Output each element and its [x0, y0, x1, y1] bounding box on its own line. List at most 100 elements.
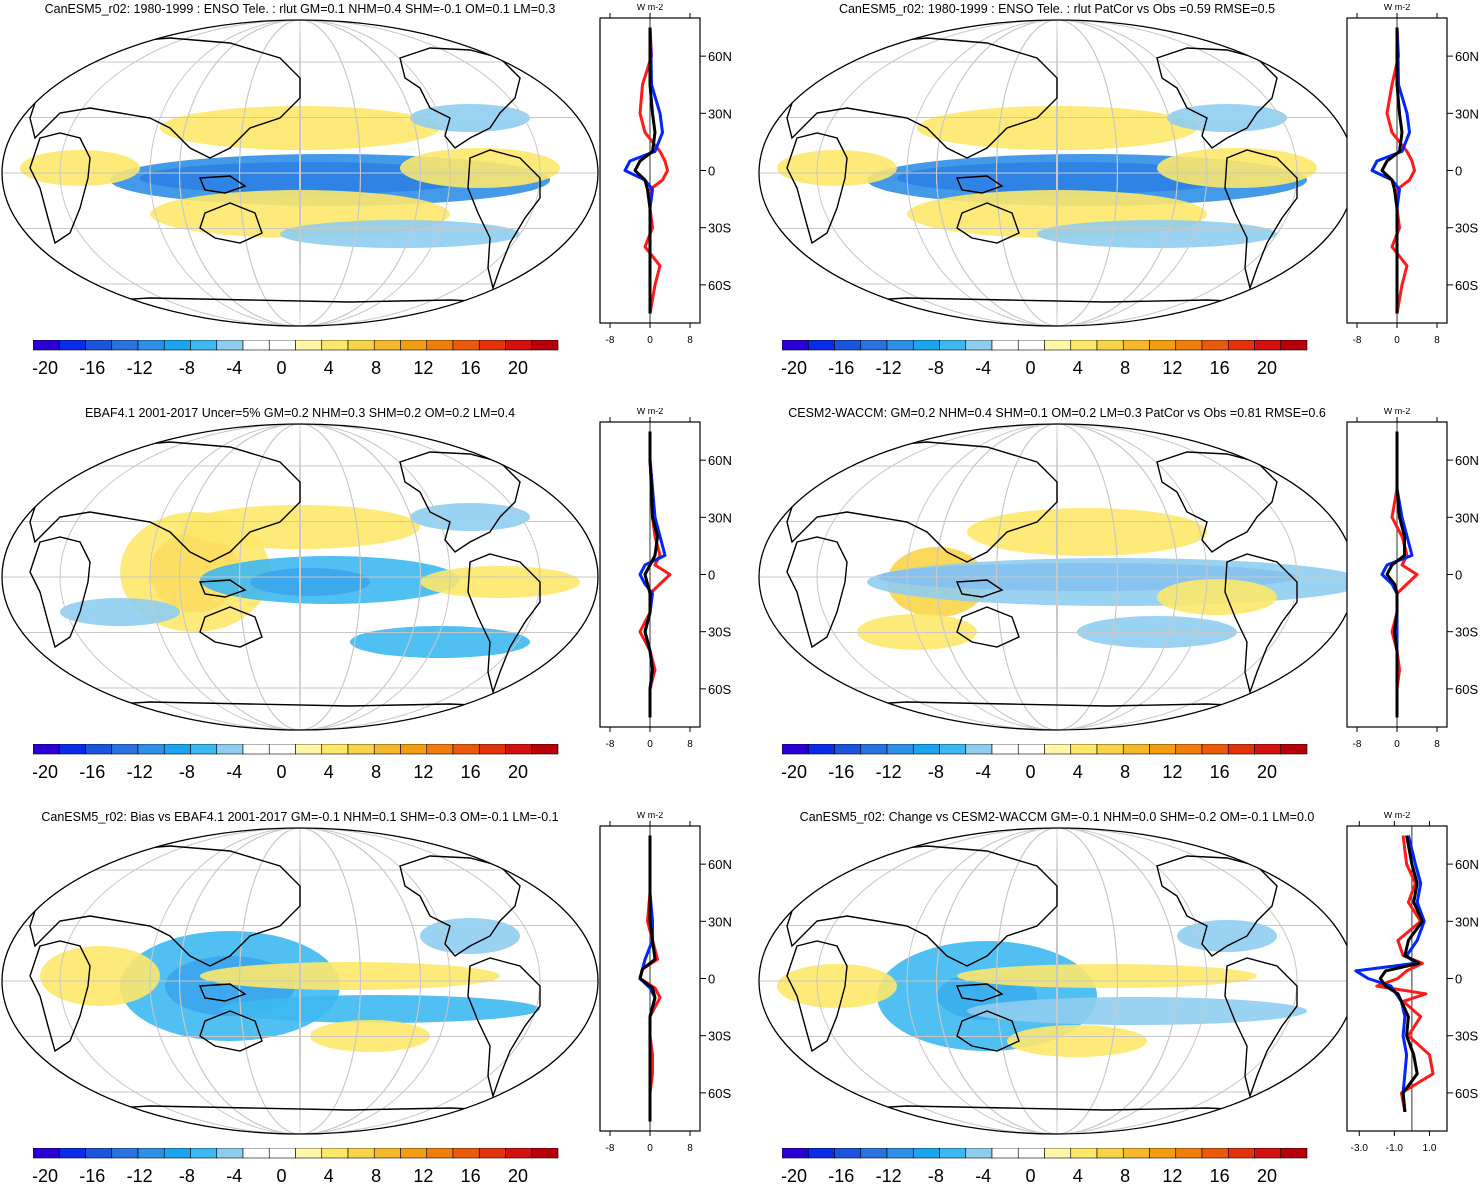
- colorbar-swatch: [426, 1148, 454, 1159]
- colorbar-swatch: [1149, 744, 1177, 755]
- coastline: [1224, 553, 1298, 695]
- colorbar-tick-label: -20: [782, 762, 807, 782]
- coastline: [786, 37, 1058, 159]
- lat-tick-label: 30N: [1455, 106, 1479, 121]
- colorbar-swatch: [1280, 744, 1308, 755]
- lat-tick-label: 0: [1455, 972, 1462, 987]
- colorbar-swatch: [58, 340, 86, 351]
- colorbar-swatch: [1017, 1148, 1045, 1159]
- colorbar-tick-label: -20: [33, 1166, 58, 1186]
- colorbar-swatch: [834, 340, 862, 351]
- colorbar-swatch: [1096, 744, 1124, 755]
- panel-change: CanESM5_r02: Change vs CESM2-WACCM GM=-0…: [745, 808, 1483, 1187]
- colorbar-tick-label: -4: [226, 358, 242, 378]
- colorbar-tick-label: 16: [1210, 358, 1230, 378]
- colorbar-swatch: [1044, 744, 1072, 755]
- colorbar-tick-label: 12: [413, 358, 433, 378]
- anomaly-shading: [777, 964, 897, 1008]
- colorbar-tick-label: -12: [127, 358, 153, 378]
- colorbar-swatch: [137, 1148, 165, 1159]
- colorbar-swatch: [268, 340, 296, 351]
- colorbar-tick-label: -4: [226, 762, 242, 782]
- lat-tick-label: 30S: [1455, 1029, 1478, 1044]
- longitude-gridline: [1056, 828, 1058, 1134]
- colorbar-swatch: [373, 340, 401, 351]
- coastline: [955, 983, 1004, 1002]
- coastline: [29, 940, 91, 1053]
- colorbar-swatch: [1070, 744, 1098, 755]
- colorbar-swatch: [347, 744, 375, 755]
- colorbar-swatch: [190, 1148, 218, 1159]
- lat-tick-label: 60N: [1455, 49, 1479, 64]
- zonal-line-diff: [1380, 27, 1404, 314]
- colorbar-swatch: [426, 744, 454, 755]
- colorbar-tick-label: -4: [975, 1166, 991, 1186]
- colorbar-tick-label: -12: [876, 358, 902, 378]
- coastline: [467, 553, 541, 695]
- colorbar-tick-label: -12: [876, 762, 902, 782]
- zonal-line-diff: [633, 27, 657, 314]
- colorbar-swatch: [939, 744, 967, 755]
- longitude-gridline: [816, 424, 1298, 730]
- lat-tick-label: 30S: [708, 1029, 731, 1044]
- anomaly-shading: [200, 556, 460, 604]
- x-tick-label: -8: [606, 335, 615, 344]
- colorbar-swatch: [400, 744, 428, 755]
- panel-obs-ebaf: EBAF4.1 2001-2017 Uncer=5% GM=0.2 NHM=0.…: [0, 404, 740, 796]
- lat-tick-label: 60N: [708, 49, 732, 64]
- zonal-mean-plot: 60N 30N 0 30S 60S -3.0 -1.0 1.0 W m-2: [1346, 812, 1479, 1152]
- colorbar-tick-label: 4: [324, 762, 334, 782]
- colorbar-tick-label: 12: [1162, 762, 1182, 782]
- panel-title: CanESM5_r02: 1980-1999 : ENSO Tele. : rl…: [838, 2, 1276, 16]
- x-tick-label: -1.0: [1386, 1143, 1404, 1152]
- colorbar-tick-label: 12: [413, 762, 433, 782]
- colorbar-tick-label: 4: [324, 1166, 334, 1186]
- colorbar-swatch: [163, 744, 191, 755]
- colorbar-tick-label: 8: [1120, 1166, 1130, 1186]
- coastline: [29, 845, 301, 967]
- colorbar-swatch: [834, 744, 862, 755]
- zonal-line-obs: [1375, 835, 1435, 1113]
- colorbar-swatch: [807, 340, 835, 351]
- colorbar-swatch: [1254, 744, 1282, 755]
- colorbar-swatch: [505, 1148, 533, 1159]
- colorbar-tick-label: -4: [975, 358, 991, 378]
- colorbar-tick-label: 16: [1210, 1166, 1230, 1186]
- zonal-line-diff: [1378, 835, 1424, 1113]
- colorbar-swatch: [321, 1148, 349, 1159]
- colorbar-swatch: [111, 744, 139, 755]
- colorbar-swatch: [1122, 340, 1150, 351]
- colorbar-swatch: [1149, 340, 1177, 351]
- world-map: [1, 19, 599, 327]
- coastline: [786, 132, 848, 245]
- coastline: [467, 957, 541, 1099]
- colorbar-swatch: [33, 744, 60, 755]
- colorbar-swatch: [33, 1148, 60, 1159]
- colorbar-swatch: [807, 744, 835, 755]
- lat-tick-label: 30S: [708, 625, 731, 640]
- coastline: [198, 983, 247, 1002]
- colorbar-swatch: [1044, 1148, 1072, 1159]
- zonal-mean-plot: 60N 30N 0 30S 60S -8 0 8 W m-2: [599, 4, 732, 344]
- colorbar-tick-label: 20: [1257, 762, 1277, 782]
- longitude-gridline: [239, 828, 361, 1134]
- colorbar-swatch: [85, 744, 113, 755]
- world-map: [1, 827, 599, 1135]
- world-map: [758, 423, 1356, 731]
- x-tick-label: 8: [687, 335, 693, 344]
- colorbar-swatch: [912, 744, 940, 755]
- colorbar-swatch: [58, 1148, 86, 1159]
- panel-title: CESM2-WACCM: GM=0.2 NHM=0.4 SHM=0.1 OM=0…: [788, 406, 1326, 420]
- colorbar-tick-label: -8: [928, 762, 944, 782]
- colorbar-swatch: [505, 340, 533, 351]
- colorbar-tick-label: -12: [876, 1166, 902, 1186]
- anomaly-shading: [420, 566, 580, 598]
- colorbar-swatch: [268, 744, 296, 755]
- colorbar-swatch: [1175, 1148, 1203, 1159]
- colorbar-swatch: [1254, 340, 1282, 351]
- colorbar-tick-label: -20: [33, 762, 58, 782]
- longitude-gridline: [179, 828, 421, 1134]
- colorbar-tick-label: 0: [276, 762, 286, 782]
- colorbar-swatch: [860, 744, 888, 755]
- longitude-gridline: [149, 20, 451, 326]
